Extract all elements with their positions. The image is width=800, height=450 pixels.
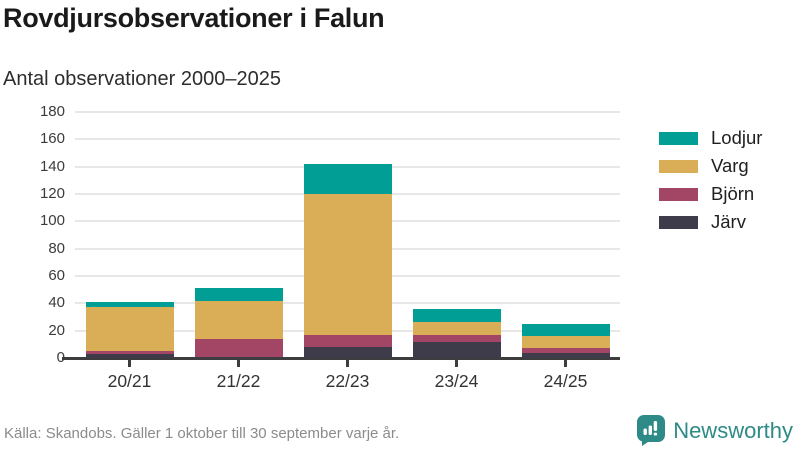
- newsworthy-logo-text: Newsworthy: [673, 418, 793, 443]
- legend-swatch: [659, 215, 698, 229]
- y-axis-label: 60: [48, 267, 65, 284]
- y-axis-label: 20: [48, 321, 65, 339]
- bar-column: [412, 308, 501, 358]
- bar-segment-varg: [194, 300, 283, 339]
- bar-segment-lodjur: [303, 163, 392, 195]
- bar-segment-björn: [85, 351, 174, 354]
- bar-column: [85, 302, 174, 358]
- bar-column: [303, 163, 392, 358]
- bar-segment-järv: [85, 353, 174, 358]
- legend-swatch: [659, 159, 698, 173]
- x-axis-label: 20/21: [107, 371, 152, 391]
- y-axis-label: 80: [48, 239, 65, 257]
- x-axis-tick: [564, 359, 567, 367]
- x-axis-line: [62, 357, 620, 360]
- source-note: Källa: Skandobs. Gäller 1 oktober till 3…: [4, 425, 400, 442]
- gridline: [75, 138, 620, 141]
- bar-segment-varg: [303, 194, 392, 335]
- newsworthy-logo-icon: [637, 415, 666, 446]
- legend-item-järv: Järv: [659, 211, 762, 232]
- x-axis-label: 22/23: [325, 371, 370, 391]
- y-axis-label: 120: [39, 185, 65, 202]
- legend-label: Lodjur: [711, 127, 763, 148]
- legend-item-lodjur: Lodjur: [659, 127, 763, 148]
- legend-swatch: [659, 131, 698, 145]
- bar-segment-lodjur: [412, 308, 501, 323]
- bar-segment-björn: [194, 338, 283, 357]
- bar-segment-lodjur: [194, 288, 283, 301]
- bar-segment-järv: [194, 356, 283, 358]
- bar-segment-björn: [412, 334, 501, 342]
- x-axis-tick: [346, 359, 349, 367]
- legend: Lodjur Varg Björn Järv: [659, 127, 763, 241]
- x-axis-tick: [455, 359, 458, 367]
- bar-segment-lodjur: [85, 302, 174, 308]
- plot-area: 0 20 40 60 80 100 120 140 160 180 20/21 21/22 22/23 2…: [40, 103, 620, 391]
- gridline: [75, 111, 620, 113]
- x-axis-label: 24/25: [543, 371, 588, 391]
- bar-segment-varg: [412, 322, 501, 335]
- y-axis-label: 40: [48, 294, 65, 312]
- x-axis-label: 21/22: [216, 371, 261, 391]
- bar-segment-järv: [412, 341, 501, 358]
- y-axis-label: 100: [39, 212, 65, 230]
- bar-segment-varg: [521, 336, 610, 349]
- y-axis-label: 160: [39, 130, 65, 148]
- bar-segment-varg: [85, 307, 174, 352]
- x-axis-tick: [128, 359, 131, 367]
- legend-label: Järv: [711, 211, 746, 232]
- bar-column: [521, 323, 610, 358]
- bar-segment-järv: [521, 352, 610, 358]
- y-axis-label: 140: [39, 157, 65, 175]
- bar-segment-järv: [303, 347, 392, 358]
- legend-item-björn: Björn: [659, 183, 762, 204]
- legend-label: Björn: [711, 183, 755, 204]
- x-axis-tick: [237, 359, 240, 367]
- bar-segment-björn: [521, 348, 610, 353]
- chart-title: Rovdjursobservationer i Falun: [3, 3, 385, 33]
- legend-swatch: [659, 187, 698, 201]
- y-axis-label: 180: [39, 103, 65, 120]
- bar-segment-lodjur: [521, 323, 610, 337]
- bar-segment-björn: [303, 334, 392, 348]
- newsworthy-logo: Newsworthy: [637, 415, 793, 446]
- bar-column: [194, 288, 283, 358]
- chart-subtitle: Antal observationer 2000–2025: [3, 68, 281, 90]
- x-axis-label: 23/24: [434, 371, 479, 391]
- y-axis-label: 0: [56, 349, 65, 366]
- legend-item-varg: Varg: [659, 155, 762, 176]
- legend-label: Varg: [711, 155, 749, 176]
